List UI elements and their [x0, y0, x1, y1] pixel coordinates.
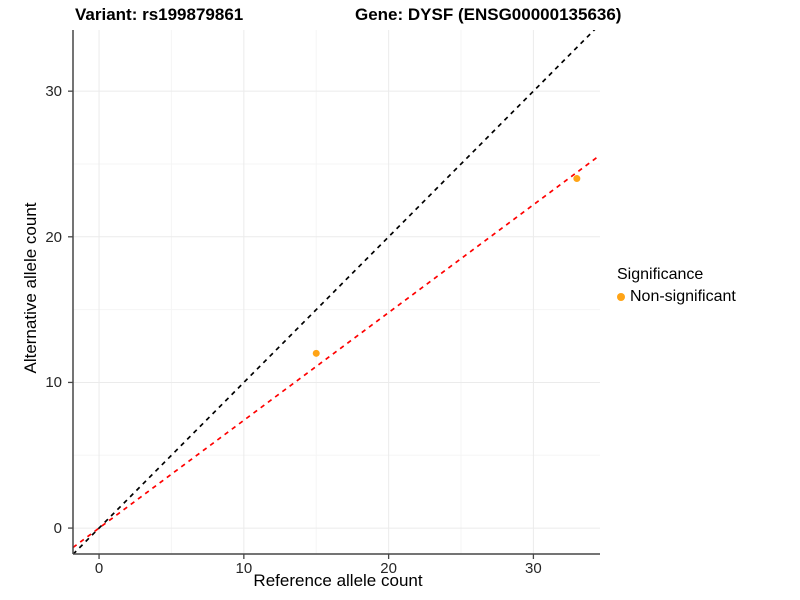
data-point: [573, 175, 581, 183]
y-tick-label: 10: [45, 374, 62, 392]
x-tick-label: 30: [525, 560, 542, 577]
x-axis-title: Reference allele count: [253, 571, 423, 590]
x-tick-label: 0: [94, 560, 104, 577]
legend-title: Significance: [617, 266, 704, 283]
legend-item-label: Non-significant: [630, 288, 736, 305]
gridlines: [73, 30, 600, 554]
data-point: [312, 349, 320, 357]
legend-items: Non-significant: [617, 288, 736, 306]
plot-data-layer: [73, 30, 600, 554]
y-tick-label: 30: [45, 83, 62, 101]
legend-point-icon: [617, 293, 625, 301]
x-tick-label: 20: [380, 560, 397, 577]
y-tick-label: 0: [53, 520, 62, 538]
x-tick-label: 10: [235, 560, 253, 577]
y-tick-label: 20: [45, 228, 62, 246]
plot-title-gene: Gene: DYSF (ENSG00000135636): [355, 5, 622, 24]
plot-title-variant: Variant: rs199879861: [75, 5, 244, 24]
fit-line: [73, 154, 600, 549]
identity-line: [73, 30, 596, 554]
legend: Significance Non-significant: [617, 266, 736, 306]
legend-item: Non-significant: [617, 288, 736, 306]
